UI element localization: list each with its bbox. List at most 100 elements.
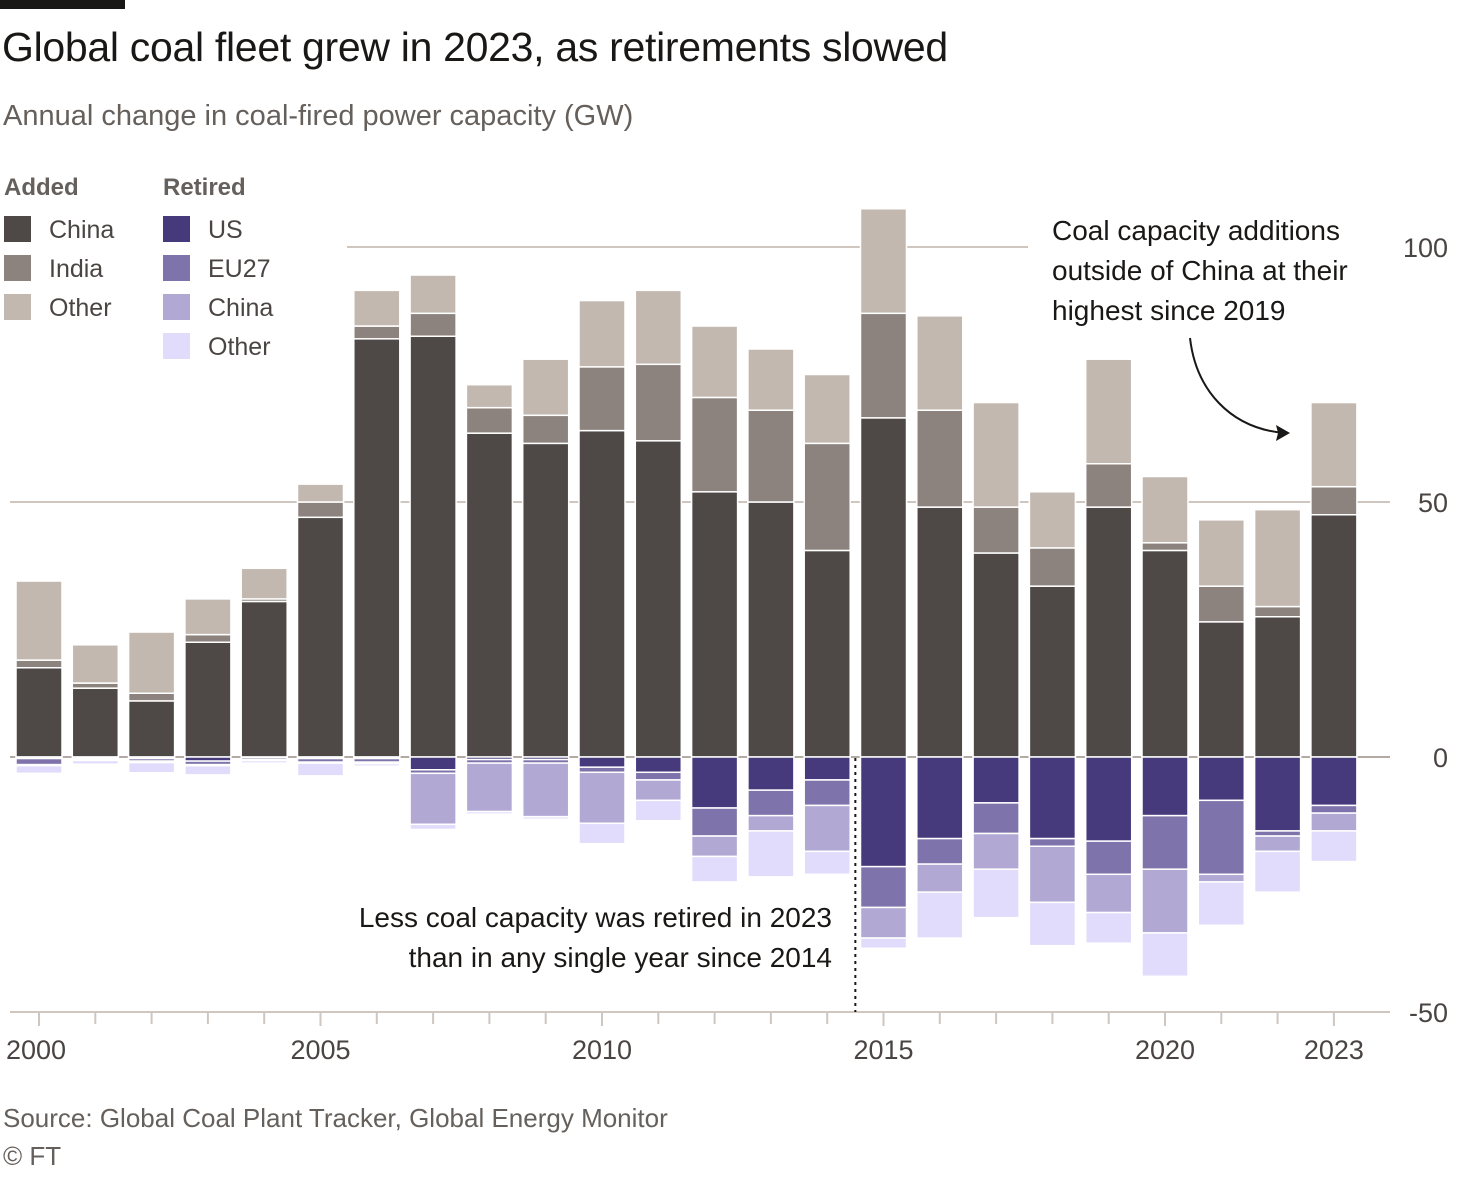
bar-added-china-2014 xyxy=(803,549,851,758)
legend-swatch-added-india xyxy=(4,255,31,281)
bar-retired-china-2017 xyxy=(972,832,1020,870)
annotation-additions-line-3: highest since 2019 xyxy=(1052,295,1286,326)
legend-swatch-retired-other xyxy=(163,333,190,359)
x-tick-label-2000: 2000 xyxy=(6,1035,66,1065)
bar-added-india-2011 xyxy=(634,363,683,442)
bar-added-other-2010 xyxy=(578,299,626,368)
legend-swatch-retired-eu27 xyxy=(163,255,190,281)
bar-retired-eu27-2012 xyxy=(690,807,739,837)
bar-added-china-2012 xyxy=(690,491,739,758)
legend-label-retired-eu27: EU27 xyxy=(208,255,271,283)
bar-retired-eu27-2022 xyxy=(1253,830,1302,837)
bar-retired-eu27-2023 xyxy=(1310,804,1358,814)
bar-added-other-2008 xyxy=(465,383,514,409)
bar-retired-china-2012 xyxy=(690,835,739,858)
bar-added-other-2012 xyxy=(690,325,739,399)
bar-added-india-2020 xyxy=(1141,542,1189,552)
bar-added-other-2003 xyxy=(184,598,232,636)
bar-added-china-2008 xyxy=(465,432,514,758)
bar-added-china-2020 xyxy=(1141,549,1189,758)
bar-retired-us-2014 xyxy=(803,756,851,781)
bar-retired-other-2001 xyxy=(71,759,120,765)
bar-retired-us-2013 xyxy=(747,756,795,791)
annotation-retirements-line-2: than in any single year since 2014 xyxy=(409,942,832,973)
bar-added-china-2011 xyxy=(634,440,683,758)
bar-added-india-2009 xyxy=(521,414,570,445)
bar-added-china-2015 xyxy=(859,417,908,758)
bar-added-china-2019 xyxy=(1084,506,1133,758)
bar-added-india-2023 xyxy=(1310,485,1358,516)
bar-added-china-2002 xyxy=(127,700,176,758)
bar-added-india-2018 xyxy=(1028,547,1077,587)
bar-retired-other-2014 xyxy=(803,850,851,876)
chart-subtitle: Annual change in coal-fired power capaci… xyxy=(3,100,634,132)
y-tick-label-100: 100 xyxy=(1403,233,1448,263)
bar-added-other-2005 xyxy=(296,483,345,503)
bar-added-other-2022 xyxy=(1253,508,1302,608)
source-note: Source: Global Coal Plant Tracker, Globa… xyxy=(3,1103,668,1133)
bar-retired-us-2018 xyxy=(1028,756,1077,840)
bar-added-other-2006 xyxy=(353,289,401,327)
bar-retired-us-2022 xyxy=(1253,756,1302,832)
bar-added-india-2000 xyxy=(15,659,63,669)
bar-retired-us-2019 xyxy=(1084,756,1133,842)
bar-retired-other-2003 xyxy=(184,764,232,776)
bar-added-china-2018 xyxy=(1028,585,1077,758)
legend-label-retired-us: US xyxy=(208,216,243,244)
bar-retired-us-2011 xyxy=(634,756,683,774)
bar-retired-other-2023 xyxy=(1310,830,1358,863)
legend-label-added-india: India xyxy=(49,255,103,283)
bar-added-india-2006 xyxy=(353,325,401,340)
bar-retired-eu27-2020 xyxy=(1141,814,1189,870)
legend-swatch-retired-china xyxy=(163,294,190,320)
axes: 100 50 0 -50 2000 2005 2010 2015 2020 2023 xyxy=(6,233,1448,1065)
x-tick-label-2015: 2015 xyxy=(853,1035,913,1065)
bar-retired-eu27-2011 xyxy=(634,771,683,781)
bar-added-china-2000 xyxy=(15,667,63,758)
bar-retired-china-2021 xyxy=(1197,873,1246,883)
bar-retired-china-2016 xyxy=(916,863,964,893)
bar-added-china-2016 xyxy=(916,506,964,758)
bar-added-china-2009 xyxy=(521,442,570,758)
bar-added-china-2006 xyxy=(353,338,401,758)
legend-label-added-china: China xyxy=(49,216,114,244)
bar-retired-other-2010 xyxy=(578,822,626,845)
bar-retired-us-2012 xyxy=(690,756,739,809)
legend-swatch-added-other xyxy=(4,294,31,320)
bar-retired-other-2009 xyxy=(521,815,570,820)
bars xyxy=(15,208,1358,978)
bar-added-other-2007 xyxy=(409,274,457,315)
bar-added-other-2001 xyxy=(71,644,120,684)
bar-added-other-2020 xyxy=(1141,475,1189,544)
bar-added-india-2021 xyxy=(1197,585,1246,623)
bar-added-india-2003 xyxy=(184,633,232,643)
bar-retired-us-2017 xyxy=(972,756,1020,804)
bar-added-china-2022 xyxy=(1253,616,1302,758)
legend-swatch-retired-us xyxy=(163,216,190,242)
y-tick-label-0: 0 xyxy=(1433,743,1448,773)
bar-added-other-2017 xyxy=(972,401,1020,508)
bar-added-other-2000 xyxy=(15,580,63,661)
bar-retired-other-2006 xyxy=(353,762,401,767)
ft-credit: © FT xyxy=(3,1141,62,1171)
bar-added-india-2016 xyxy=(916,409,964,508)
bar-retired-other-2021 xyxy=(1197,881,1246,927)
bar-added-china-2023 xyxy=(1310,514,1358,758)
bar-added-india-2008 xyxy=(465,406,514,434)
bar-added-india-2001 xyxy=(71,682,120,689)
bar-retired-china-2018 xyxy=(1028,845,1077,904)
bar-retired-eu27-2010 xyxy=(578,766,626,774)
bar-retired-eu27-2014 xyxy=(803,779,851,807)
bar-added-other-2015 xyxy=(859,208,908,315)
bar-added-india-2019 xyxy=(1084,463,1133,508)
bar-retired-eu27-2013 xyxy=(747,789,795,817)
bar-retired-other-2022 xyxy=(1253,850,1302,893)
bar-retired-eu27-2018 xyxy=(1028,837,1077,847)
bar-added-other-2019 xyxy=(1084,358,1133,465)
bar-added-india-2010 xyxy=(578,366,626,432)
annotation-arrow-head xyxy=(1276,425,1290,441)
bar-retired-us-2007 xyxy=(409,756,457,771)
legend-swatch-added-china xyxy=(4,216,31,242)
bar-retired-eu27-2021 xyxy=(1197,799,1246,876)
bar-added-china-2017 xyxy=(972,552,1020,758)
